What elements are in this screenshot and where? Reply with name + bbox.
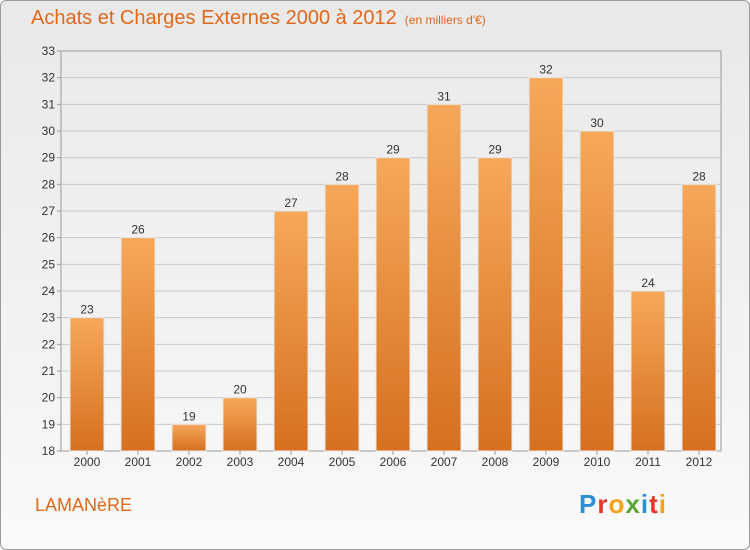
y-tick-label: 20	[42, 391, 56, 405]
logo-letter: o	[608, 489, 626, 519]
x-tick-label: 2000	[74, 455, 101, 469]
bar-2001	[120, 237, 156, 452]
data-label-2007: 31	[437, 89, 451, 103]
y-tick-label: 30	[42, 124, 56, 138]
logo-letter: P	[579, 489, 598, 519]
data-label-2004: 27	[284, 196, 298, 210]
logo-letter: i	[640, 489, 650, 519]
x-tick-label: 2007	[431, 455, 458, 469]
data-label-2006: 29	[386, 143, 400, 157]
x-tick-label: 2001	[125, 455, 152, 469]
y-tick-label: 33	[42, 44, 56, 58]
y-tick-label: 26	[42, 231, 56, 245]
data-label-2003: 20	[233, 383, 247, 397]
logo-letter: x	[625, 489, 641, 519]
bar-2012	[681, 183, 717, 452]
x-tick-label: 2006	[380, 455, 407, 469]
bars	[69, 77, 717, 452]
y-tick-label: 22	[42, 337, 56, 351]
bar-2008	[477, 157, 513, 452]
y-axis-ticks: 18 19 20 21 22 23 24 25 26 27 28 29 30 31 32 33	[42, 44, 61, 458]
bar-2010	[579, 130, 615, 452]
data-label-2010: 30	[590, 116, 604, 130]
bar-2005	[324, 183, 360, 452]
y-tick-label: 24	[42, 284, 56, 298]
bar-2007	[426, 103, 462, 452]
y-tick-label: 31	[42, 97, 56, 111]
x-tick-label: 2010	[584, 455, 611, 469]
y-tick-label: 27	[42, 204, 56, 218]
y-tick-label: 23	[42, 311, 56, 325]
data-label-2001: 26	[131, 223, 145, 237]
data-label-2000: 23	[80, 303, 94, 317]
x-tick-label: 2005	[329, 455, 356, 469]
x-tick-label: 2004	[278, 455, 305, 469]
data-label-2002: 19	[182, 409, 196, 423]
data-label-2009: 32	[539, 63, 553, 77]
data-labels: 23 26 19 20 27 28 29 31 29 32 30 24 28	[80, 63, 706, 424]
bar-2006	[375, 157, 411, 452]
bar-2002	[171, 423, 207, 452]
brand-logo: Proxiti	[579, 489, 667, 520]
bar-2000	[69, 317, 105, 452]
logo-letter: r	[597, 489, 609, 519]
y-tick-label: 29	[42, 151, 56, 165]
x-tick-label: 2009	[533, 455, 560, 469]
x-tick-label: 2012	[686, 455, 713, 469]
data-label-2008: 29	[488, 143, 502, 157]
data-label-2012: 28	[692, 169, 706, 183]
title-unit: (en milliers d'€)	[404, 13, 486, 27]
data-label-2011: 24	[641, 276, 655, 290]
x-axis-ticks: 2000 2001 2002 2003 2004 2005 2006 2007 2008 2009…	[74, 451, 713, 469]
commune-name: LAMANèRE	[35, 495, 133, 515]
x-tick-label: 2002	[176, 455, 203, 469]
x-tick-label: 2003	[227, 455, 254, 469]
y-tick-label: 28	[42, 177, 56, 191]
bar-2009	[528, 77, 564, 452]
y-tick-label: 19	[42, 417, 56, 431]
y-tick-label: 18	[42, 444, 56, 458]
logo-letter: i	[658, 489, 667, 519]
y-tick-label: 21	[42, 364, 56, 378]
x-tick-label: 2008	[482, 455, 509, 469]
bar-2004	[273, 210, 309, 452]
chart-title: Achats et Charges Externes 2000 à 2012 (e…	[31, 7, 486, 30]
y-tick-label: 32	[42, 71, 56, 85]
bar-2011	[630, 290, 666, 452]
y-tick-label: 25	[42, 257, 56, 271]
logo-letter: t	[649, 489, 659, 519]
x-tick-label: 2011	[635, 455, 661, 469]
data-label-2005: 28	[335, 169, 349, 183]
bar-2003	[222, 397, 258, 452]
title-text: Achats et Charges Externes 2000 à 2012	[31, 7, 397, 29]
